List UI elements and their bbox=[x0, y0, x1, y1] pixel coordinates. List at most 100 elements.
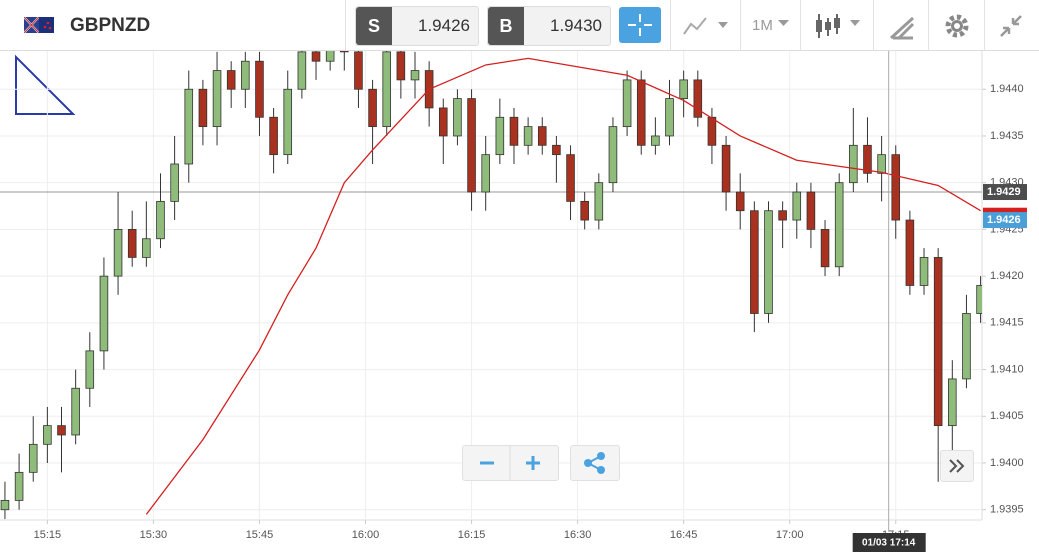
share-button[interactable] bbox=[570, 445, 620, 481]
chart-type-button[interactable] bbox=[814, 12, 864, 40]
zoom-controls bbox=[462, 445, 559, 481]
x-tick-label: 15:15 bbox=[34, 529, 62, 541]
candle-body bbox=[14, 471, 24, 501]
candle-body bbox=[297, 51, 307, 90]
price-label: 1.9426 bbox=[987, 214, 1021, 226]
y-tick-label: 1.9405 bbox=[990, 410, 1024, 422]
x-tick-label: 15:45 bbox=[246, 529, 274, 541]
candle-body bbox=[834, 182, 844, 268]
candle-body bbox=[523, 126, 533, 146]
candle-body bbox=[735, 191, 745, 212]
candle-body bbox=[820, 229, 830, 268]
buy-price: 1.9430 bbox=[550, 16, 602, 35]
candle-body bbox=[552, 144, 561, 156]
x-tick-label: 17:00 bbox=[776, 529, 804, 541]
y-tick-label: 1.9435 bbox=[990, 130, 1024, 142]
candle-body bbox=[71, 387, 80, 436]
candle-body bbox=[467, 98, 476, 193]
x-tick-label: 16:00 bbox=[352, 529, 380, 541]
candle-body bbox=[198, 88, 208, 128]
price-label-bg bbox=[983, 212, 1027, 229]
sell-label: S bbox=[356, 7, 392, 45]
crosshair-label-bg bbox=[852, 533, 926, 552]
y-tick-label: 1.9400 bbox=[990, 457, 1024, 469]
candle-body bbox=[311, 51, 321, 62]
candle-body bbox=[212, 70, 222, 128]
candle-body bbox=[156, 200, 165, 240]
candle-body bbox=[142, 238, 151, 258]
candle-body bbox=[905, 219, 915, 286]
candle-body bbox=[57, 425, 66, 436]
candle-body bbox=[863, 144, 872, 174]
candle-body bbox=[509, 116, 519, 146]
moving-average-line bbox=[145, 57, 981, 515]
indicators-button[interactable] bbox=[682, 14, 730, 38]
candle-body bbox=[933, 257, 943, 427]
triangle-drawing[interactable] bbox=[15, 54, 76, 115]
candle-body bbox=[495, 116, 505, 156]
candle-body bbox=[283, 88, 293, 156]
timeframe-button[interactable]: 1M bbox=[752, 17, 773, 34]
candle-body bbox=[594, 182, 604, 221]
y-tick-label: 1.9415 bbox=[990, 317, 1024, 329]
candle-body bbox=[919, 257, 929, 286]
candle-body bbox=[792, 191, 802, 221]
y-tick-label: 1.9420 bbox=[990, 270, 1024, 282]
candle-body bbox=[255, 60, 264, 118]
candle-body bbox=[778, 210, 787, 221]
x-tick-label: 15:30 bbox=[140, 529, 168, 541]
toolbar: GBPNZD S 1.9426 B 1.9430 1M bbox=[0, 0, 1039, 51]
candle-body bbox=[976, 285, 982, 314]
candle-body bbox=[453, 98, 462, 137]
flag-icon bbox=[24, 17, 54, 33]
candle-body bbox=[707, 116, 717, 146]
candle-body bbox=[651, 135, 660, 146]
candle-body bbox=[241, 60, 250, 90]
candle-body bbox=[325, 50, 335, 62]
scroll-right-button[interactable] bbox=[940, 450, 974, 482]
candle-body bbox=[396, 51, 406, 81]
x-tick-label: 16:45 bbox=[670, 529, 698, 541]
chevrons-icon bbox=[949, 459, 965, 473]
symbol: GBPNZD bbox=[70, 15, 151, 36]
sell-button[interactable]: S 1.9426 bbox=[355, 6, 479, 46]
candle-body bbox=[849, 144, 858, 184]
candle-body bbox=[382, 51, 392, 128]
candle-body bbox=[962, 313, 971, 380]
candle-body bbox=[721, 144, 731, 193]
y-tick-label: 1.9440 bbox=[990, 83, 1024, 95]
candle-body bbox=[679, 79, 688, 99]
draw-button[interactable] bbox=[887, 12, 917, 40]
moving-average-marker bbox=[983, 207, 1027, 214]
candle-body bbox=[127, 229, 137, 258]
candle-body bbox=[636, 79, 646, 146]
candle-body bbox=[269, 116, 278, 156]
dropdown-arrow bbox=[778, 20, 789, 26]
candle-body bbox=[580, 200, 589, 221]
buy-label: B bbox=[488, 7, 524, 45]
x-tick-label: 16:30 bbox=[564, 529, 592, 541]
candle-body bbox=[368, 88, 377, 128]
candle-body bbox=[226, 70, 236, 90]
zoom-in[interactable] bbox=[526, 456, 540, 470]
candle-body bbox=[665, 98, 674, 137]
candle-body bbox=[608, 126, 618, 184]
candle-body bbox=[28, 443, 38, 473]
crosshair-label: 01/03 17:14 bbox=[862, 538, 916, 549]
collapse-button[interactable] bbox=[997, 12, 1025, 40]
share-icon bbox=[584, 452, 605, 474]
crosshair-button[interactable] bbox=[619, 7, 661, 43]
candle-body bbox=[354, 51, 363, 90]
price-label: 1.9429 bbox=[987, 186, 1021, 198]
buy-button[interactable]: B 1.9430 bbox=[487, 6, 611, 46]
candle-body bbox=[948, 378, 957, 427]
candle-body bbox=[750, 210, 759, 314]
candle-body bbox=[877, 154, 886, 174]
y-tick-label: 1.9395 bbox=[990, 504, 1024, 516]
sell-price: 1.9426 bbox=[418, 16, 470, 35]
y-tick-label: 1.9410 bbox=[990, 363, 1024, 375]
settings-button[interactable] bbox=[943, 12, 971, 40]
candle-body bbox=[184, 88, 194, 165]
